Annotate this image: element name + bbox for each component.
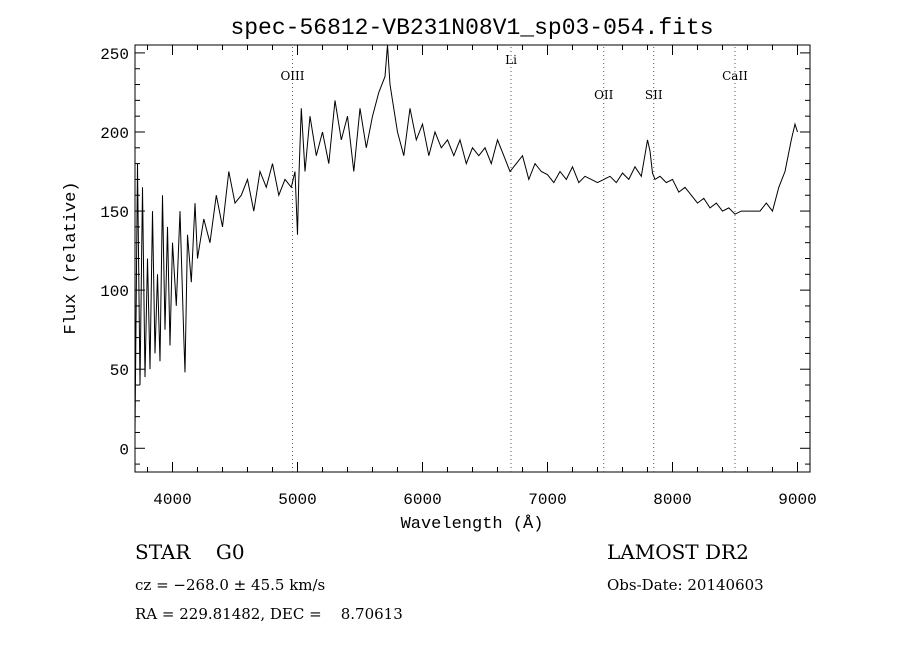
x-tick-label: 5000 — [278, 491, 316, 509]
object-class: STAR G0 — [135, 540, 245, 564]
marker-label: OII — [594, 88, 614, 102]
redshift-velocity: cz = −268.0 ± 45.5 km/s — [135, 576, 326, 594]
spectrum-line — [134, 44, 798, 433]
marker-label: Li — [505, 53, 517, 67]
plot-frame — [134, 44, 811, 473]
x-tick-label: 8000 — [653, 491, 691, 509]
emission-line-markers: OIII Li OII SII CaII — [280, 45, 748, 472]
marker-label: OIII — [280, 69, 304, 83]
ra-dec-coordinates: RA = 229.81482, DEC = 8.70613 — [135, 605, 403, 623]
marker-label: SII — [645, 88, 663, 102]
x-tick-label: 6000 — [403, 491, 441, 509]
axis-ticks: 4000 5000 6000 7000 8000 9000 0 50 100 150 200 250 — [100, 45, 817, 509]
x-tick-label: 4000 — [153, 491, 191, 509]
y-tick-label: 250 — [100, 46, 129, 64]
chart-title: spec-56812-VB231N08V1_sp03-054.fits — [230, 15, 713, 41]
x-tick-label: 9000 — [778, 491, 816, 509]
observation-date: Obs-Date: 20140603 — [607, 576, 764, 594]
survey-name: LAMOST DR2 — [607, 540, 749, 564]
x-axis-label: Wavelength (Å) — [401, 515, 544, 534]
y-tick-label: 100 — [100, 283, 129, 301]
y-tick-label: 150 — [100, 204, 129, 222]
marker-label: CaII — [722, 69, 748, 83]
y-tick-label: 200 — [100, 125, 129, 143]
y-axis-label: Flux (relative) — [62, 181, 81, 334]
y-tick-label: 0 — [119, 441, 129, 459]
x-tick-label: 7000 — [528, 491, 566, 509]
y-tick-label: 50 — [110, 362, 129, 380]
